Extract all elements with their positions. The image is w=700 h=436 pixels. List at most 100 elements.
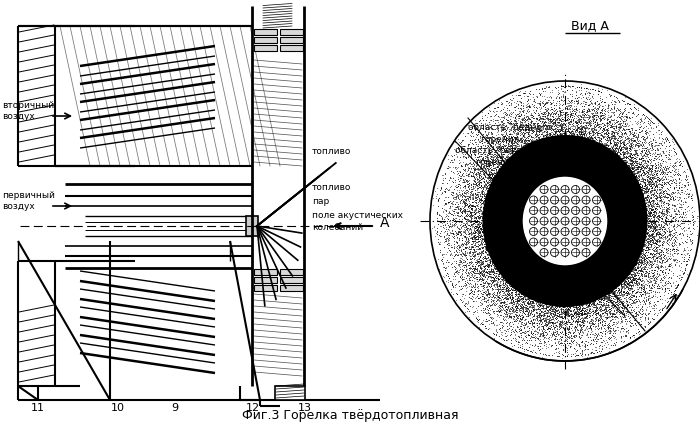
Point	[526, 247, 537, 254]
Point	[586, 99, 597, 106]
Point	[585, 273, 596, 280]
Point	[642, 237, 653, 244]
Point	[596, 196, 608, 203]
Point	[650, 174, 662, 181]
Point	[601, 202, 612, 209]
Point	[545, 155, 556, 162]
Point	[578, 285, 589, 292]
Point	[643, 272, 654, 279]
Point	[519, 163, 531, 170]
Point	[480, 184, 491, 191]
Point	[513, 226, 524, 233]
Point	[478, 293, 489, 300]
Point	[564, 125, 575, 132]
Point	[572, 275, 583, 282]
Point	[510, 274, 521, 281]
Point	[611, 257, 622, 264]
Point	[489, 270, 500, 277]
Point	[511, 181, 522, 188]
Point	[612, 195, 624, 202]
Point	[583, 153, 594, 160]
Point	[522, 268, 533, 275]
Point	[649, 273, 660, 280]
Point	[622, 214, 634, 221]
Point	[594, 283, 605, 290]
Point	[622, 218, 633, 225]
Point	[643, 281, 655, 288]
Point	[624, 240, 636, 247]
Point	[643, 191, 654, 198]
Point	[588, 184, 599, 191]
Point	[523, 194, 534, 201]
Point	[554, 300, 565, 307]
Point	[602, 201, 613, 208]
Point	[514, 219, 526, 226]
Point	[571, 317, 582, 324]
Point	[499, 202, 510, 209]
Point	[462, 183, 473, 190]
Point	[554, 155, 565, 162]
Point	[606, 151, 617, 158]
Point	[575, 177, 587, 184]
Point	[573, 282, 584, 289]
Point	[572, 157, 583, 164]
Point	[457, 263, 468, 270]
Point	[622, 225, 633, 232]
Point	[496, 331, 507, 338]
Point	[595, 248, 606, 255]
Point	[556, 151, 567, 158]
Point	[606, 252, 617, 259]
Point	[498, 197, 510, 204]
Point	[591, 276, 602, 283]
Point	[476, 191, 487, 198]
Point	[512, 187, 524, 194]
Point	[456, 235, 468, 242]
Point	[500, 207, 512, 214]
Point	[501, 174, 512, 181]
Point	[621, 214, 632, 221]
Point	[654, 221, 665, 228]
Point	[528, 266, 539, 273]
Point	[605, 236, 616, 243]
Point	[598, 237, 610, 244]
Point	[529, 277, 540, 284]
Point	[481, 224, 492, 231]
Point	[603, 252, 614, 259]
Point	[583, 318, 594, 325]
Point	[542, 174, 553, 181]
Point	[480, 317, 491, 324]
Point	[495, 127, 506, 134]
Point	[594, 270, 606, 277]
Point	[518, 294, 529, 301]
Point	[498, 112, 510, 119]
Point	[488, 210, 499, 217]
Point	[482, 150, 493, 157]
Point	[627, 219, 638, 226]
Point	[541, 157, 552, 164]
Point	[514, 224, 525, 231]
Point	[594, 262, 606, 269]
Point	[572, 125, 583, 132]
Point	[508, 204, 519, 211]
Point	[584, 181, 595, 188]
Point	[493, 223, 504, 230]
Point	[611, 194, 622, 201]
Point	[591, 279, 602, 286]
Point	[522, 191, 533, 198]
Point	[597, 253, 608, 260]
Point	[633, 230, 644, 237]
Point	[612, 212, 623, 219]
Point	[547, 158, 559, 165]
Point	[625, 117, 636, 124]
Point	[539, 110, 550, 117]
Point	[469, 214, 480, 221]
Point	[617, 221, 628, 228]
Point	[651, 170, 662, 177]
Point	[519, 142, 531, 149]
Point	[580, 135, 591, 142]
Point	[568, 126, 580, 133]
Point	[573, 267, 584, 274]
Point	[610, 261, 621, 268]
Point	[502, 228, 513, 235]
Point	[512, 284, 524, 291]
